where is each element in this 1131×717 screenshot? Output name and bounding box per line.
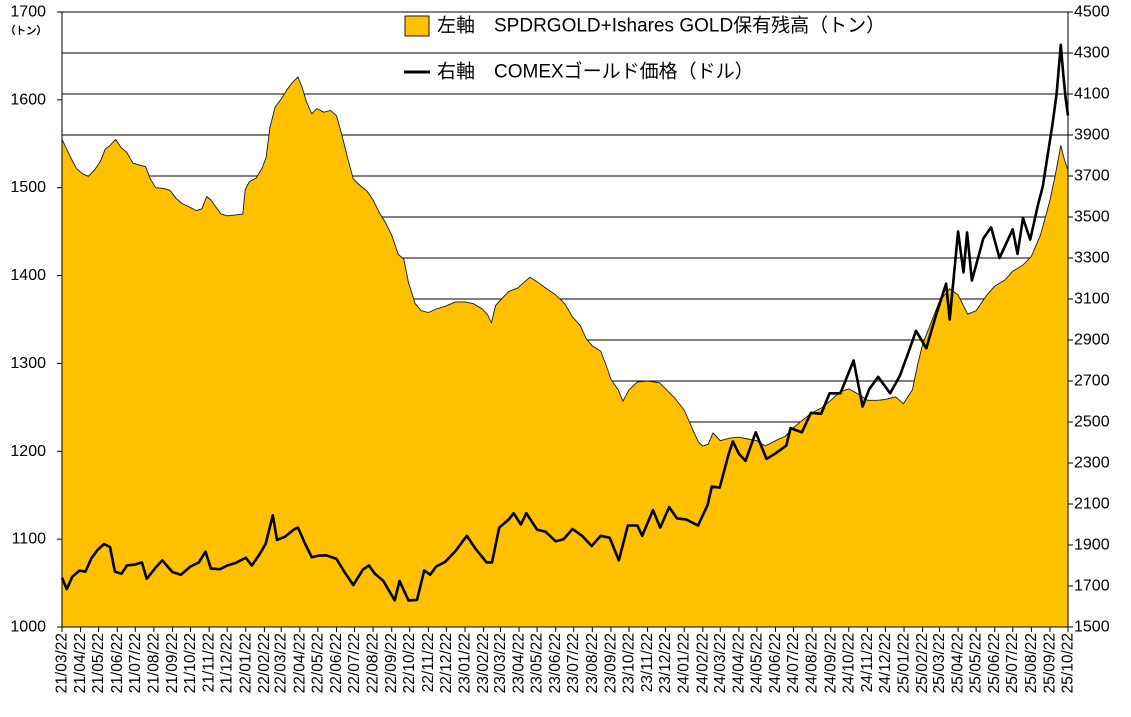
x-axis-tick-label: 24/02/22 <box>694 633 711 693</box>
right-axis-tick-label: 2700 <box>1074 373 1110 390</box>
x-axis-tick-label: 24/01/22 <box>676 633 693 693</box>
legend-label-price: 右軸 COMEXゴールド価格（ドル） <box>437 61 754 83</box>
x-axis-tick-label: 23/09/22 <box>602 633 619 693</box>
left-axis-tick-labels: 1000 1100 1200 1300 1400 1500 1600 1700 <box>10 4 46 636</box>
legend: 左軸 SPDRGOLD+Ishares GOLD保有残高（トン） 右軸 COME… <box>404 15 885 83</box>
x-axis-tick-label: 23/01/22 <box>457 633 474 693</box>
x-axis-tick-label: 22/11/22 <box>420 633 437 692</box>
x-axis-tick-label: 24/03/22 <box>712 633 729 693</box>
x-axis-tick-label: 21/07/22 <box>127 633 144 693</box>
x-axis-tick-label: 24/11/22 <box>859 633 876 692</box>
legend-label-holdings: 左軸 SPDRGOLD+Ishares GOLD保有残高（トン） <box>437 15 885 37</box>
x-axis-tick-label: 22/01/22 <box>237 633 254 693</box>
x-axis-tick-label: 23/04/22 <box>511 633 528 693</box>
x-axis-tick-label: 21/09/22 <box>164 633 181 693</box>
x-axis-tick-label: 23/12/22 <box>657 633 674 693</box>
x-axis-tick-label: 24/07/22 <box>785 633 802 693</box>
holdings-area-layer <box>61 76 1069 628</box>
x-axis-tick-label: 25/10/22 <box>1060 633 1077 693</box>
price-line <box>60 43 1070 602</box>
right-axis-tick-label: 3300 <box>1074 250 1110 267</box>
x-axis-tick-label: 22/04/22 <box>291 633 308 693</box>
x-axis-tick-label: 25/08/22 <box>1023 633 1040 693</box>
right-axis-tick-label: 1700 <box>1074 578 1110 595</box>
x-axis-tick-label: 23/03/22 <box>492 633 509 693</box>
x-axis-tick-label: 22/05/22 <box>309 633 326 693</box>
left-axis-tick-label: 1500 <box>10 179 46 196</box>
legend-swatch-holdings <box>404 15 430 37</box>
right-axis-tick-label: 2100 <box>1074 496 1110 513</box>
x-axis-tick-label: 24/10/22 <box>840 633 857 693</box>
x-axis-tick-label: 21/12/22 <box>219 633 236 693</box>
x-axis-tick-label: 24/09/22 <box>822 633 839 693</box>
right-axis-tick-label: 1500 <box>1074 619 1110 636</box>
x-axis-tick-label: 22/08/22 <box>365 633 382 693</box>
x-axis-tick-label: 22/07/22 <box>346 633 363 693</box>
right-axis-tick-labels: 1500 1700 1900 2100 2300 2500 2700 2900 3100 3300… <box>1074 4 1110 636</box>
x-axis-tick-label: 23/11/22 <box>639 633 656 692</box>
right-axis-tick-label: 4100 <box>1074 86 1110 103</box>
right-axis-tick-label: 1900 <box>1074 537 1110 554</box>
x-axis-tick-label: 23/05/22 <box>529 633 546 693</box>
axes <box>57 11 1073 632</box>
x-axis-tick-label: 23/08/22 <box>584 633 601 693</box>
left-axis-tick-label: 1000 <box>10 619 46 636</box>
right-axis-tick-label: 3700 <box>1074 168 1110 185</box>
x-axis-tick-label: 25/05/22 <box>968 633 985 693</box>
x-axis-tick-label: 25/04/22 <box>950 633 967 693</box>
x-axis-tick-label: 23/10/22 <box>621 633 638 693</box>
x-axis-tick-label: 22/02/22 <box>256 633 273 693</box>
left-axis-tick-label: 1300 <box>10 355 46 372</box>
x-axis-tick-label: 25/06/22 <box>986 633 1003 693</box>
x-axis-tick-label: 23/07/22 <box>565 633 582 693</box>
right-axis-tick-label: 3500 <box>1074 209 1110 226</box>
right-axis-tick-label: 2900 <box>1074 332 1110 349</box>
x-axis-tick-label: 25/03/22 <box>931 633 948 693</box>
x-axis-tick-label: 22/09/22 <box>383 633 400 693</box>
right-axis-tick-label: 4500 <box>1074 4 1110 21</box>
x-axis-tick-label: 21/11/22 <box>201 633 218 692</box>
x-axis-tick-label: 21/08/22 <box>145 633 162 693</box>
left-axis-tick-label: 1700 <box>10 4 46 21</box>
left-axis-unit-label: （トン） <box>5 24 47 37</box>
x-axis-tick-label: 24/06/22 <box>767 633 784 693</box>
left-axis-tick-label: 1200 <box>10 443 46 460</box>
x-axis-tick-label: 25/02/22 <box>914 633 931 693</box>
x-axis-tick-labels: 21/03/22 21/04/22 21/05/22 21/06/22 21/07/22… <box>54 633 1077 693</box>
price-line-layer <box>60 43 1070 602</box>
x-axis-tick-label: 22/03/22 <box>273 633 290 693</box>
x-axis-tick-label: 24/04/22 <box>730 633 747 693</box>
right-axis-tick-label: 2300 <box>1074 455 1110 472</box>
left-axis-tick-label: 1400 <box>10 267 46 284</box>
right-axis-tick-label: 3100 <box>1074 291 1110 308</box>
x-axis-tick-label: 23/02/22 <box>475 633 492 693</box>
x-axis-tick-label: 22/12/22 <box>438 633 455 693</box>
left-axis-tick-label: 1100 <box>12 531 47 548</box>
x-axis-tick-label: 22/10/22 <box>401 633 418 693</box>
x-axis-tick-label: 21/04/22 <box>72 633 89 693</box>
x-axis-tick-label: 21/10/22 <box>182 633 199 693</box>
left-axis-tick-label: 1600 <box>10 91 46 108</box>
x-axis-tick-label: 21/06/22 <box>109 633 126 693</box>
x-axis-tick-label: 25/01/22 <box>896 633 913 693</box>
x-axis-tick-label: 24/08/22 <box>804 633 821 693</box>
x-axis-tick-label: 25/07/22 <box>1004 633 1021 693</box>
right-axis-tick-label: 4300 <box>1074 45 1110 62</box>
x-axis-tick-label: 23/06/22 <box>547 633 564 693</box>
x-axis-tick-label: 24/05/22 <box>748 633 765 693</box>
x-axis-tick-label: 21/05/22 <box>90 633 107 693</box>
x-axis-tick-label: 24/12/22 <box>877 633 894 693</box>
right-axis-tick-label: 2500 <box>1074 414 1110 431</box>
right-axis-tick-label: 3900 <box>1074 127 1110 144</box>
x-axis-tick-label: 25/09/22 <box>1042 633 1059 693</box>
x-axis-tick-label: 22/06/22 <box>328 633 345 693</box>
holdings-area <box>61 76 1069 628</box>
x-axis-tick-label: 21/03/22 <box>54 633 71 693</box>
